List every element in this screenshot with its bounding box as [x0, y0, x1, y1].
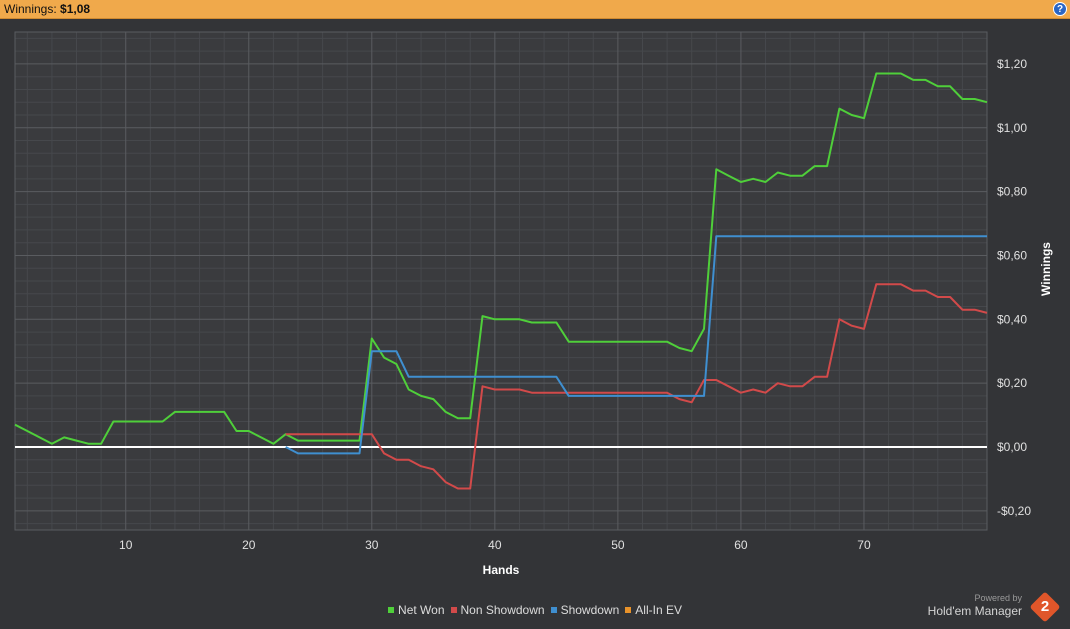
y-tick-label: $1,00: [997, 121, 1027, 135]
series-line-showdown: [285, 235, 987, 455]
legend-item-net-won[interactable]: Net Won: [388, 603, 445, 617]
winnings-summary: Winnings: $1,08: [4, 2, 90, 16]
x-tick-label: 10: [119, 538, 133, 552]
y-tick-label: $0,80: [997, 185, 1027, 199]
x-tick-label: 60: [734, 538, 748, 552]
legend-swatch: [450, 606, 457, 613]
winnings-value: $1,08: [60, 2, 91, 16]
x-tick-label: 40: [488, 538, 502, 552]
legend-label: Net Won: [398, 603, 445, 617]
x-tick-label: 20: [242, 538, 256, 552]
legend-item-non-showdown[interactable]: Non Showdown: [450, 603, 545, 617]
legend-label: All-In EV: [635, 603, 682, 617]
x-tick-label: 50: [611, 538, 625, 552]
brand-name: Hold'em Manager: [927, 604, 1022, 618]
help-icon[interactable]: ?: [1053, 2, 1067, 16]
legend-item-showdown[interactable]: Showdown: [550, 603, 620, 617]
winnings-header-bar: Winnings: $1,08 ?: [0, 0, 1070, 19]
y-tick-label: $0,60: [997, 248, 1027, 262]
powered-by-text: Powered by: [974, 593, 1022, 603]
winnings-label: Winnings:: [4, 2, 57, 16]
y-tick-label: $1,20: [997, 57, 1027, 71]
series-line-non-showdown: [285, 283, 988, 490]
legend-label: Showdown: [560, 603, 620, 617]
y-tick-label: $0,20: [997, 376, 1027, 390]
holdem-manager-logo: 2: [1029, 591, 1061, 623]
legend-item-all-in-ev[interactable]: All-In EV: [625, 603, 682, 617]
plot-border: [14, 31, 988, 531]
y-tick-label: -$0,20: [997, 504, 1031, 518]
x-tick-label: 30: [365, 538, 379, 552]
logo-number: 2: [1040, 598, 1050, 615]
legend-swatch: [550, 606, 557, 613]
chart-legend: Net Won Non Showdown Showdown All-In EV: [0, 603, 1070, 617]
y-axis-label: Winnings: [1039, 242, 1053, 296]
y-tick-label: $0,00: [997, 440, 1027, 454]
legend-swatch: [625, 606, 632, 613]
legend-label: Non Showdown: [460, 603, 545, 617]
y-tick-label: $0,40: [997, 312, 1027, 326]
x-tick-label: 70: [857, 538, 871, 552]
winnings-chart: 10 20 30 40 50 60 70 $1,20 $1,00 $0,80 $0,60 $0,40 $…: [14, 31, 1053, 577]
series-line-net-won: [14, 72, 988, 445]
legend-swatch: [388, 606, 395, 613]
x-axis-label: Hands: [483, 563, 520, 577]
